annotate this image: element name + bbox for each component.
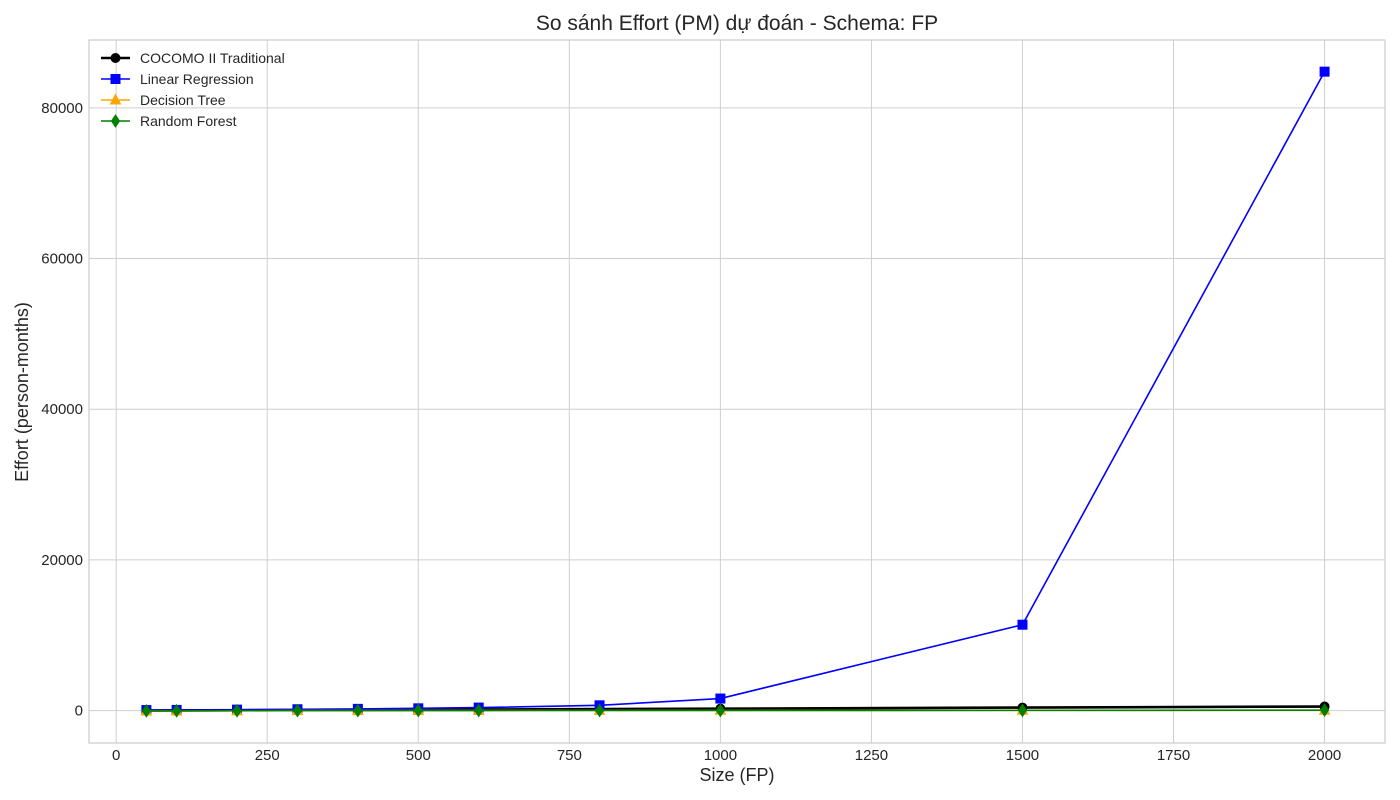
data-point-random-forest xyxy=(413,703,423,718)
legend-marker xyxy=(110,114,121,128)
y-tick-label: 0 xyxy=(75,703,83,720)
legend: COCOMO II Traditional Linear Regression De… xyxy=(101,50,285,129)
x-tick-label: 1500 xyxy=(1006,747,1039,764)
legend-item-cocomo-ii-traditional: COCOMO II Traditional xyxy=(101,50,285,66)
x-tick-label: 750 xyxy=(557,747,582,764)
data-point-random-forest xyxy=(292,703,303,718)
data-point-random-forest xyxy=(232,703,242,718)
data-point-linear-regression xyxy=(715,693,726,704)
data-point-random-forest xyxy=(353,703,363,718)
data-point-random-forest xyxy=(1017,703,1028,718)
legend-label: Random Forest xyxy=(140,113,237,129)
legend-label: COCOMO II Traditional xyxy=(140,50,285,66)
tick-layer: 0 250 500 750 1000 1250 1500 1750 20000200004000… xyxy=(41,100,1341,764)
legend-marker xyxy=(109,93,122,105)
y-axis-label: Effort (person-months) xyxy=(12,302,32,482)
data-point-linear-regression xyxy=(1319,66,1330,77)
x-tick-label: 1250 xyxy=(855,747,888,764)
y-tick-label: 40000 xyxy=(41,401,83,418)
chart-title: So sánh Effort (PM) dự đoán - Schema: FP xyxy=(536,12,938,35)
data-point-random-forest xyxy=(141,704,151,718)
x-tick-label: 1750 xyxy=(1157,747,1190,764)
legend-item-random-forest: Random Forest xyxy=(101,113,237,129)
plot-frame xyxy=(88,39,1386,744)
x-tick-label: 1000 xyxy=(704,747,737,764)
data-point-random-forest xyxy=(715,703,725,718)
series-line-linear-regression xyxy=(146,71,1326,711)
data-point-random-forest xyxy=(474,703,484,718)
series-linear-regression xyxy=(141,66,1330,716)
x-axis-label: Size (FP) xyxy=(699,765,774,785)
y-tick-label: 20000 xyxy=(41,552,83,569)
legend-item-decision-tree: Decision Tree xyxy=(101,92,226,108)
data-point-random-forest xyxy=(594,703,605,718)
x-tick-label: 2000 xyxy=(1308,747,1341,764)
legend-marker xyxy=(110,74,121,84)
x-tick-label: 0 xyxy=(112,747,120,764)
series-line-random-forest xyxy=(146,709,1325,712)
y-tick-label: 80000 xyxy=(41,100,83,117)
legend-label: Linear Regression xyxy=(140,71,254,87)
series-random-forest xyxy=(141,703,1330,718)
series-layer xyxy=(140,66,1331,718)
data-point-random-forest xyxy=(172,703,182,718)
data-point-linear-regression xyxy=(1017,619,1028,630)
y-tick-label: 60000 xyxy=(41,251,83,268)
x-tick-label: 500 xyxy=(406,747,431,764)
legend-label: Decision Tree xyxy=(140,92,226,108)
x-tick-label: 250 xyxy=(255,747,280,764)
legend-marker xyxy=(110,53,121,63)
data-point-random-forest xyxy=(1319,703,1330,718)
legend-item-linear-regression: Linear Regression xyxy=(101,71,254,87)
grid-layer xyxy=(89,40,1385,743)
